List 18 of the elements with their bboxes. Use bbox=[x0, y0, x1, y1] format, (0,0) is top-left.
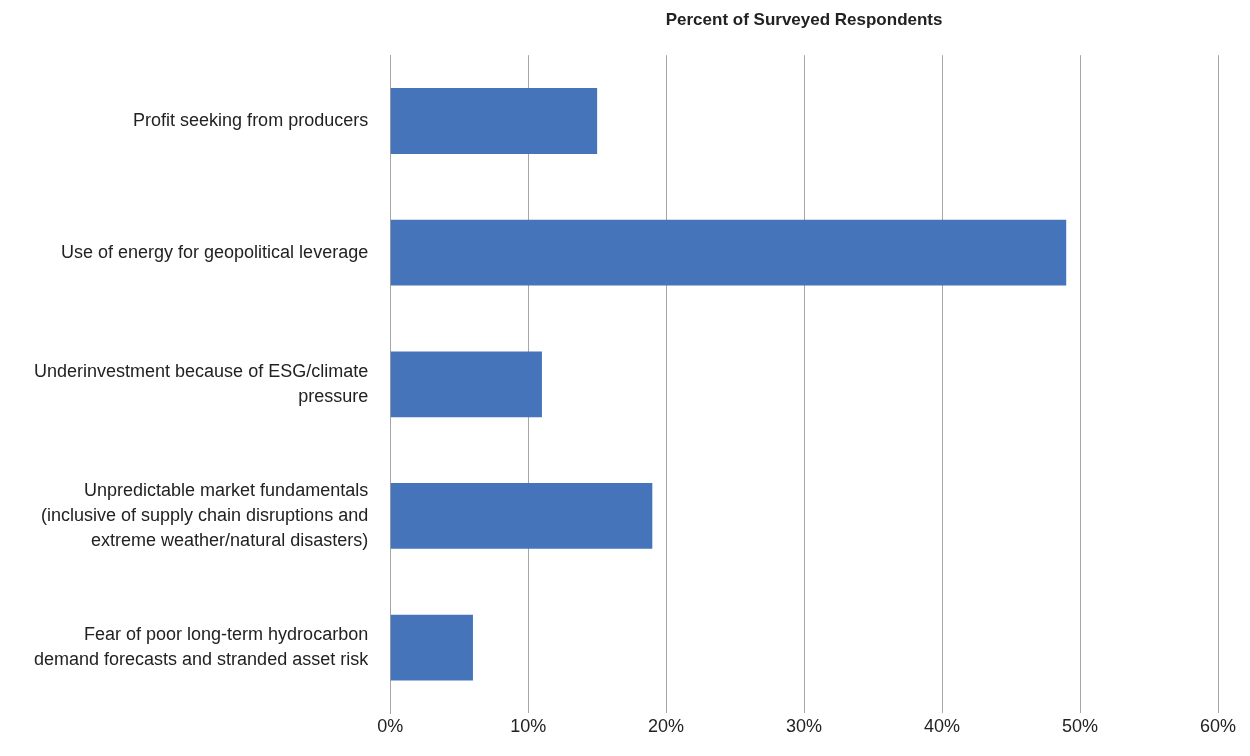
x-tick-label: 30% bbox=[786, 716, 823, 737]
bar bbox=[390, 351, 542, 418]
x-tick-label: 50% bbox=[1062, 716, 1099, 737]
bar bbox=[390, 614, 473, 681]
y-tick-label: Profit seeking from producers bbox=[133, 109, 369, 130]
x-tick-label: 60% bbox=[1199, 716, 1237, 737]
x-tick-label: 40% bbox=[924, 716, 961, 737]
y-tick-label: Underinvestment because of ESG/climate pressure bbox=[34, 360, 369, 406]
x-axis-title: Percent of Surveyed Respondents bbox=[665, 9, 943, 29]
x-tick-label: 0% bbox=[377, 716, 404, 737]
y-tick-label: Fear of poor long-term hydrocarbon demand forecasts and stranded asset risk bbox=[33, 623, 370, 670]
y-tick-label: Use of energy for geopolitical leverage bbox=[60, 241, 369, 262]
bar bbox=[390, 483, 653, 549]
x-tick-label: 10% bbox=[510, 716, 547, 737]
bar bbox=[390, 88, 598, 154]
y-tick-label: Unpredictable market fundamentals (inclusive of supply chain disruptions and extreme weather/natural disasters) bbox=[40, 479, 369, 551]
x-tick-label: 20% bbox=[648, 716, 685, 737]
bar bbox=[390, 219, 1067, 286]
